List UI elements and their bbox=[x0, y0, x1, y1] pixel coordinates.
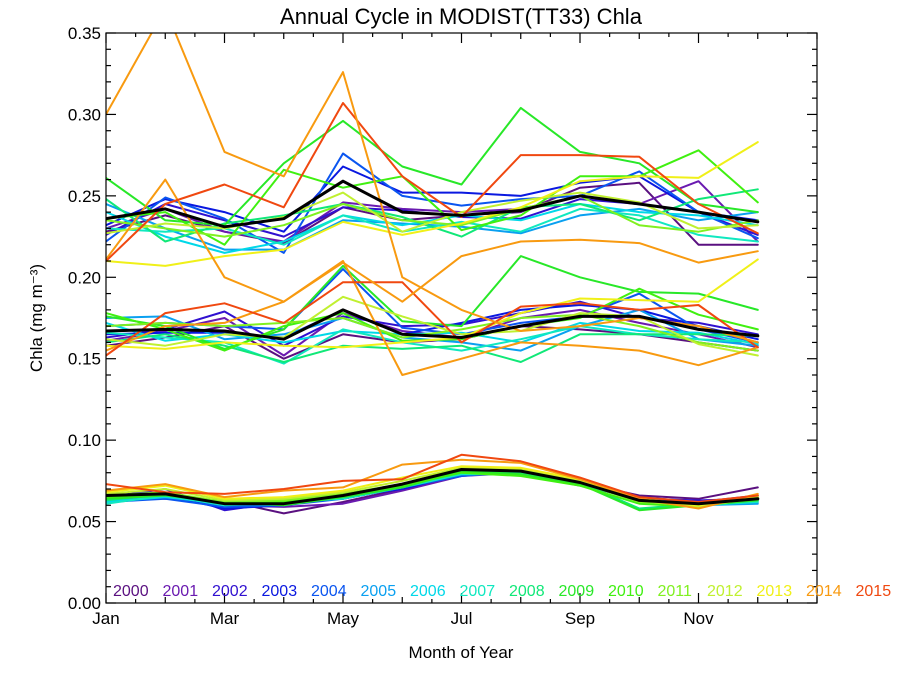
series-line-2015-group-1 bbox=[106, 453, 759, 503]
x-axis-label: Month of Year bbox=[409, 643, 514, 662]
legend-label-2005: 2005 bbox=[361, 583, 397, 600]
series-line-2015-group-3 bbox=[106, 102, 759, 262]
mean-line-group-1 bbox=[106, 468, 760, 506]
series-line-2013-group-2 bbox=[106, 258, 759, 350]
y-tick-label: 0.10 bbox=[68, 431, 101, 450]
y-axis-label: Chla (mg m⁻³) bbox=[27, 264, 46, 372]
mean-line-group-2 bbox=[106, 308, 760, 341]
x-tick-label: Jul bbox=[451, 609, 473, 628]
legend-label-2013: 2013 bbox=[757, 583, 793, 600]
x-tick-label: Sep bbox=[565, 609, 595, 628]
y-tick-label: 0.35 bbox=[68, 24, 101, 43]
series-line-2014-group-2 bbox=[106, 260, 759, 376]
legend-label-2010: 2010 bbox=[608, 583, 644, 600]
series-line-2003-group-3 bbox=[106, 165, 759, 233]
legend-label-2014: 2014 bbox=[806, 583, 842, 600]
legend-label-2012: 2012 bbox=[707, 583, 743, 600]
y-tick-label: 0.30 bbox=[68, 105, 101, 124]
x-tick-label: May bbox=[327, 609, 360, 628]
legend-label-2007: 2007 bbox=[460, 583, 496, 600]
y-tick-label: 0.00 bbox=[68, 594, 101, 613]
legend-label-2001: 2001 bbox=[163, 583, 199, 600]
series-line-2012-group-2 bbox=[106, 295, 759, 357]
series-line-2014-group-3 bbox=[106, 178, 759, 303]
series-line-2013-group-3 bbox=[106, 141, 759, 267]
legend-label-2011: 2011 bbox=[658, 583, 693, 600]
legend-layer: 2000 2001 2002 2003 2004 2005 2006 2007 2008 2009… bbox=[113, 583, 891, 600]
x-tick-label: Mar bbox=[210, 609, 240, 628]
mean-line-group-3 bbox=[106, 179, 760, 229]
mean-layer bbox=[106, 179, 760, 506]
y-tick-label: 0.25 bbox=[68, 187, 101, 206]
y-tick-label: 0.05 bbox=[68, 513, 101, 532]
series-line-2011-group-2 bbox=[106, 313, 759, 352]
legend-label-2015: 2015 bbox=[856, 583, 892, 600]
legend-label-2006: 2006 bbox=[410, 583, 446, 600]
series-line-2008-group-3 bbox=[106, 188, 759, 243]
series-line-2010-group-3 bbox=[106, 149, 759, 246]
series-line-2015-group-2 bbox=[106, 281, 759, 357]
series-line-2003-group-2 bbox=[106, 304, 759, 341]
x-tick-label: Nov bbox=[683, 609, 714, 628]
series-line-2004-group-3 bbox=[106, 152, 759, 254]
series-line-2005-group-3 bbox=[106, 203, 759, 251]
y-tick-label: 0.15 bbox=[68, 350, 101, 369]
axes-layer: 0.00 0.05 0.10 0.15 0.20 0.25 0.30 0.35 Jan Mar Ma… bbox=[68, 24, 818, 628]
legend-label-2004: 2004 bbox=[311, 583, 347, 600]
legend-label-2002: 2002 bbox=[212, 583, 248, 600]
y-tick-label: 0.20 bbox=[68, 268, 101, 287]
legend-label-2009: 2009 bbox=[559, 583, 595, 600]
series-line-2006-group-3 bbox=[106, 203, 759, 254]
legend-label-2003: 2003 bbox=[262, 583, 298, 600]
series-layer bbox=[106, 33, 759, 515]
x-tick-label: Jan bbox=[92, 609, 119, 628]
legend-label-2000: 2000 bbox=[113, 583, 149, 600]
chart-title: Annual Cycle in MODIST(TT33) Chla bbox=[280, 4, 643, 29]
legend-label-2008: 2008 bbox=[509, 583, 545, 600]
